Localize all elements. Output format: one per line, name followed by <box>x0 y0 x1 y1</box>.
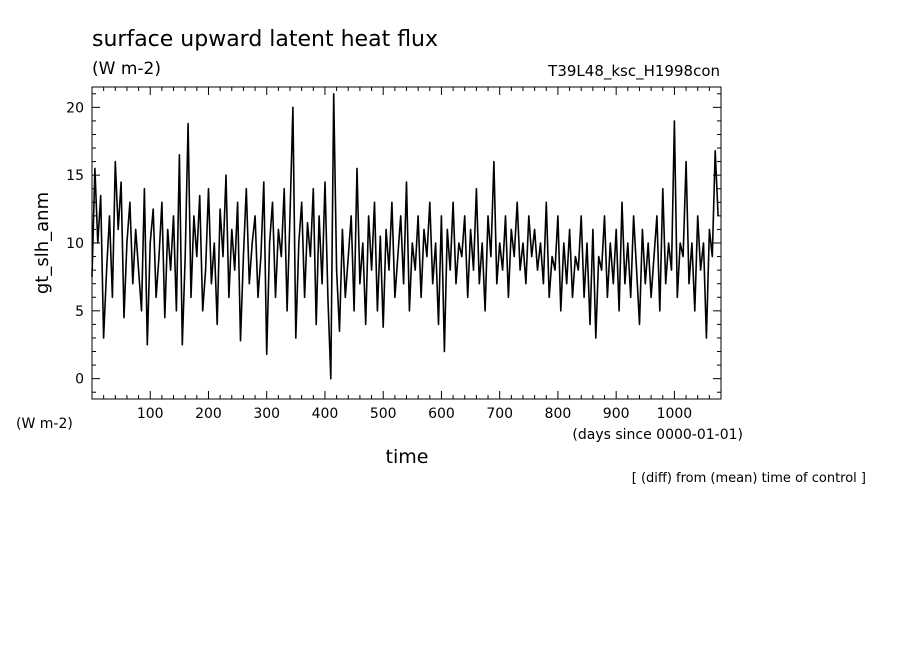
y-tick-label: 15 <box>66 168 84 184</box>
series-line <box>91 93 719 380</box>
x-tick-label: 100 <box>137 406 164 422</box>
y-units-label: (W m-2) <box>16 416 73 432</box>
chart-title: surface upward latent heat flux <box>92 27 438 52</box>
plot-frame <box>91 86 722 400</box>
x-units-label: (days since 0000-01-01) <box>572 427 743 443</box>
run-label: T39L48_ksc_H1998con <box>547 62 720 81</box>
x-tick-label: 400 <box>312 406 339 422</box>
y-tick-label: 0 <box>75 372 84 388</box>
y-tick-label: 10 <box>66 236 84 252</box>
x-tick-label: 300 <box>253 406 280 422</box>
x-tick-label: 1000 <box>657 406 693 422</box>
y-axis-label: gt_slh_anm <box>32 192 53 294</box>
y-tick-label: 20 <box>66 100 84 116</box>
x-tick-label: 500 <box>370 406 397 422</box>
x-tick-label: 700 <box>486 406 513 422</box>
footnote: [ (diff) from (mean) time of control ] <box>632 471 866 486</box>
x-tick-label: 200 <box>195 406 222 422</box>
x-tick-label: 900 <box>603 406 630 422</box>
plot-area: 100 200 300 400 500 600 700 800 900 1000 0 5 10 15 20 <box>66 86 722 422</box>
chart-units: (W m-2) <box>92 59 161 79</box>
x-tick-label: 600 <box>428 406 455 422</box>
x-axis-label: time <box>386 446 429 468</box>
y-tick-label: 5 <box>75 304 84 320</box>
x-tick-label: 800 <box>545 406 572 422</box>
